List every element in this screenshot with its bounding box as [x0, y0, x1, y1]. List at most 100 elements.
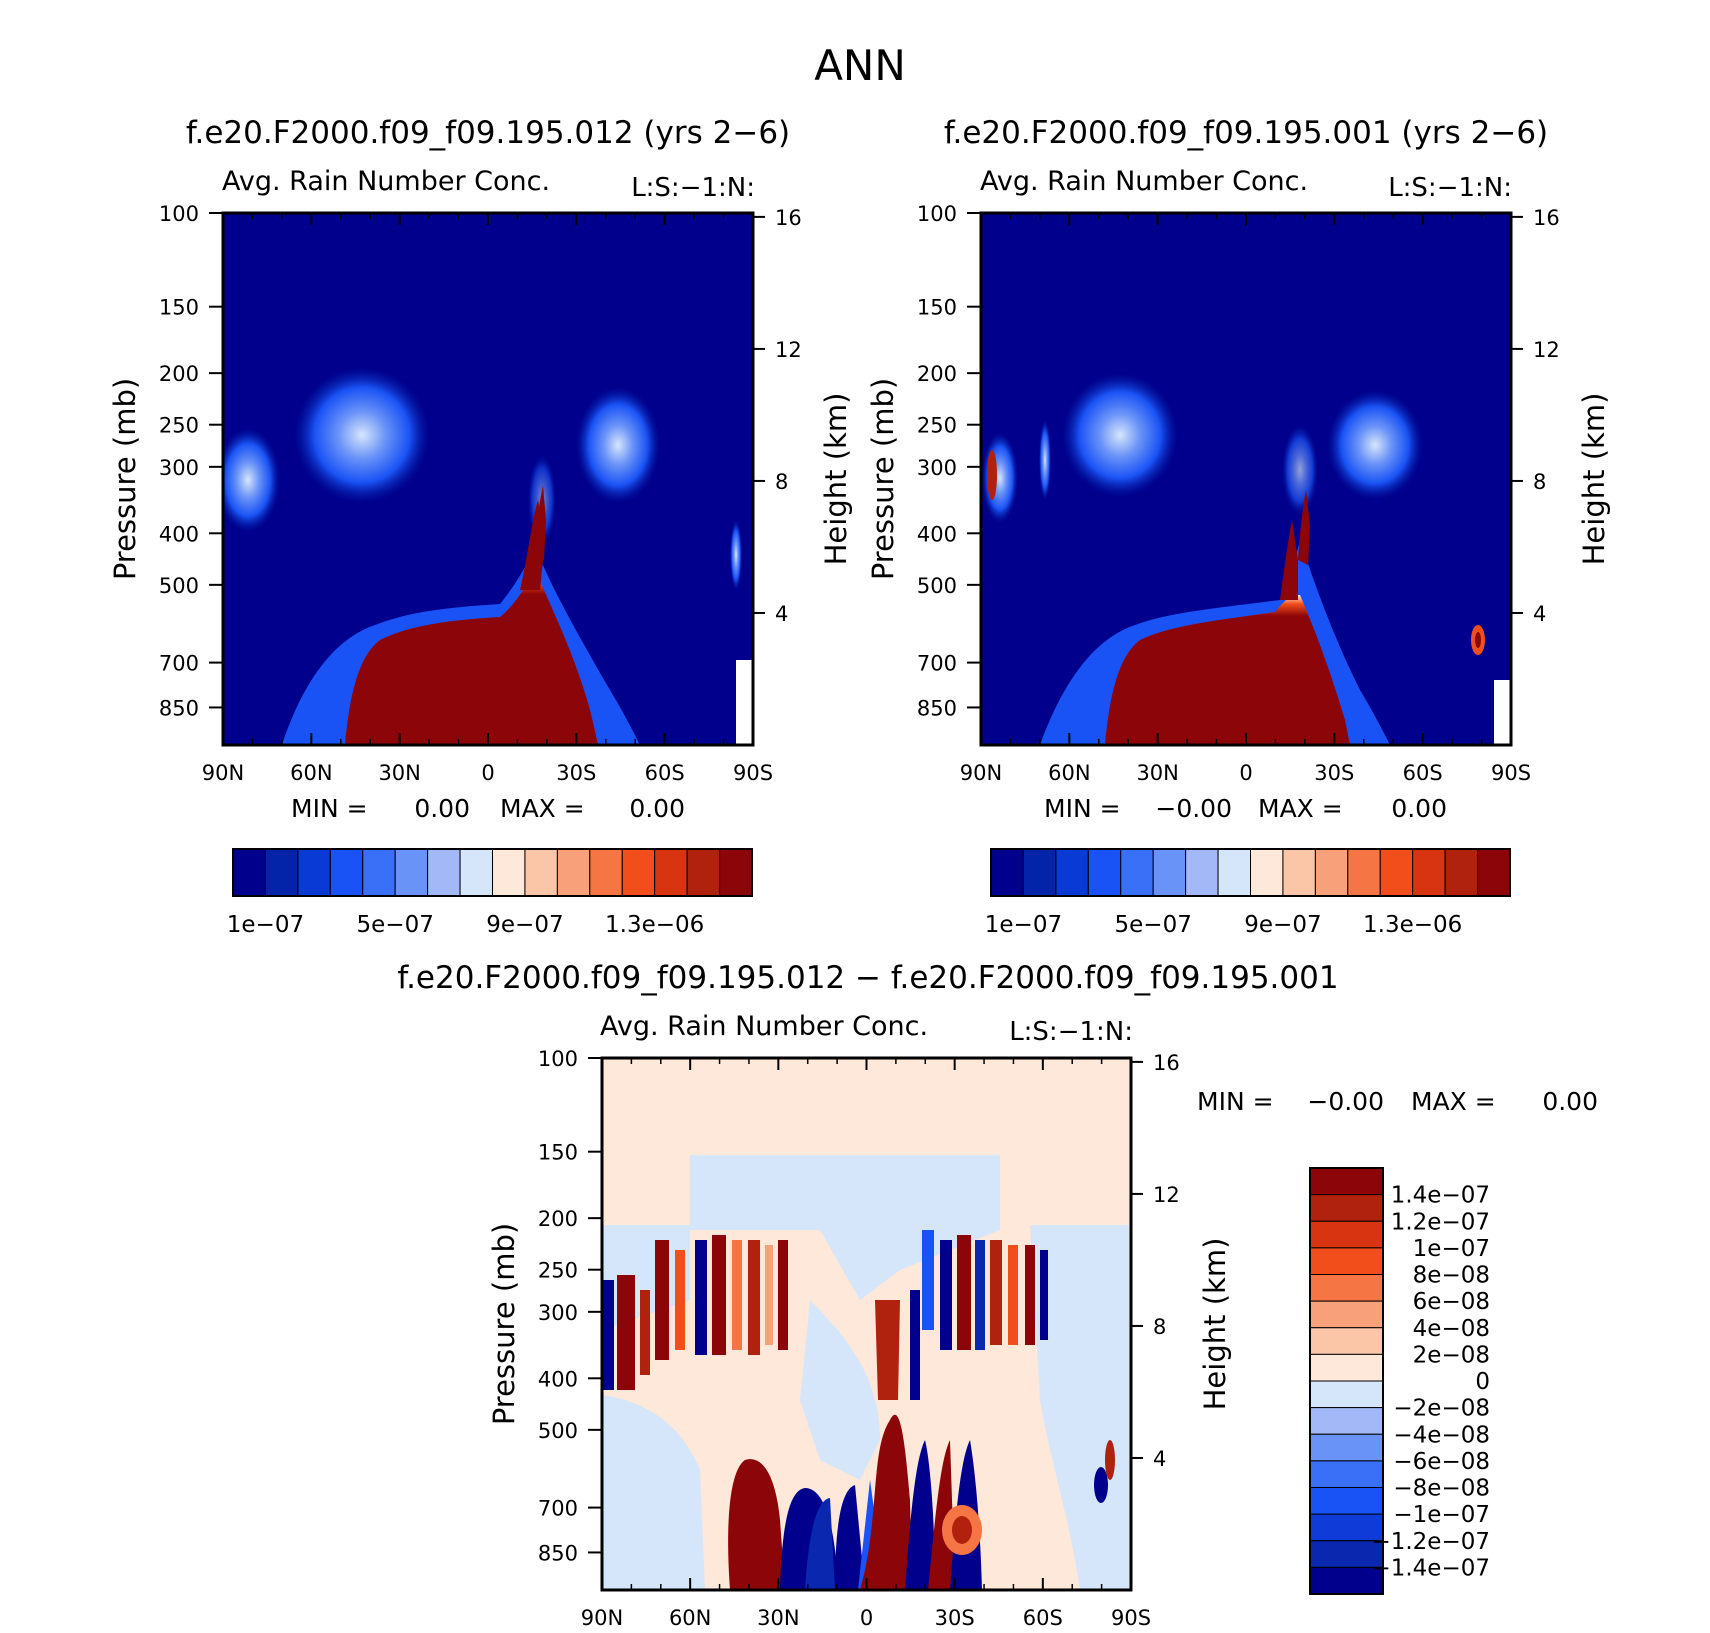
- panel-c-ytick-right-label: 16: [1153, 1051, 1180, 1075]
- panel-b-ytick-right-label: 8: [1533, 470, 1546, 494]
- panel-c-colorbar-swatch: [1309, 1167, 1384, 1196]
- panel-b-xtick-label: 60S: [1403, 761, 1443, 785]
- panel-c-colorbar-label: 4e−08: [1413, 1316, 1490, 1342]
- panel-b-colorbar: 1e−07 5e−07 9e−07 1.3e−06: [985, 848, 1511, 938]
- panel-b-ylabel-right: Height (km): [1577, 393, 1611, 566]
- panel-a-xtick-label: 60S: [645, 761, 685, 785]
- panel-a-colorbar-swatch: [492, 848, 526, 897]
- panel-a-xtick-label: 90S: [733, 761, 773, 785]
- panel-c-colorbar-label: −2e−08: [1393, 1396, 1490, 1422]
- panel-c-colorbar-label: 1e−07: [1413, 1236, 1490, 1262]
- panel-c-colorbar-label: 8e−08: [1413, 1263, 1490, 1289]
- panel-c-ylabel-right: Height (km): [1198, 1238, 1232, 1411]
- panel-c-colorbar-label: 1.4e−07: [1391, 1183, 1490, 1209]
- panel-c-colorbar-swatch: [1309, 1407, 1384, 1435]
- panel-b-ytick-right-label: 16: [1533, 206, 1560, 230]
- panel-b-corner-label: L:S:−1:N:: [1388, 173, 1512, 203]
- panel-a-colorbar-label: 1.3e−06: [605, 912, 704, 938]
- panel-b-ylabel: Pressure (mb): [866, 378, 900, 580]
- panel-b-title: f.e20.F2000.f09_f09.195.001 (yrs 2−6): [944, 115, 1548, 151]
- panel-b-colorbar-swatch: [1314, 848, 1349, 897]
- panel-a-ytick-right-label: 12: [775, 338, 802, 362]
- panel-b-xtick-label: 30N: [1136, 761, 1178, 785]
- panel-c-colorbar-label: −1.2e−07: [1371, 1529, 1490, 1555]
- panel-a-ytick-right-label: 8: [775, 470, 788, 494]
- panel-a-corner-label: L:S:−1:N:: [631, 173, 755, 203]
- panel-c-title: f.e20.F2000.f09_f09.195.012 − f.e20.F200…: [397, 960, 1338, 996]
- panel-b-colorbar-swatch: [1477, 848, 1511, 897]
- panel-c-colorbar-label: 0: [1475, 1369, 1490, 1395]
- panel-b-colorbar-swatch: [1412, 848, 1446, 897]
- panel-a-colorbar-swatch: [394, 848, 429, 897]
- panel-a-colorbar-label: 5e−07: [357, 912, 434, 938]
- panel-b-ytick-label: 500: [917, 574, 957, 598]
- panel-c-ytick-label: 300: [538, 1301, 578, 1325]
- panel-c-colorbar-swatch: [1309, 1380, 1384, 1409]
- panel-c-ytick-label: 500: [538, 1419, 578, 1443]
- panel-c-colorbar-swatch: [1309, 1433, 1384, 1462]
- panel-b-colorbar-swatch: [1120, 848, 1154, 897]
- panel-b-ytick-label: 700: [917, 652, 957, 676]
- panel-c-xtick-label: 90S: [1111, 1606, 1151, 1630]
- panel-a-max-value: 0.00: [629, 794, 685, 823]
- panel-a-colorbar-swatch: [362, 848, 396, 897]
- panel-c-colorbar-swatch: [1309, 1194, 1384, 1222]
- panel-c-colorbar-swatch: [1309, 1220, 1384, 1249]
- panel-a-colorbar-swatch: [719, 848, 753, 897]
- panel-a-ytick-right-label: 4: [775, 602, 788, 626]
- panel-c-colorbar-swatch: [1309, 1300, 1384, 1329]
- panel-b-xtick-label: 0: [1239, 761, 1252, 785]
- panel-c-colorbar-swatch: [1309, 1327, 1384, 1355]
- panel-c-xtick-label: 60S: [1023, 1606, 1063, 1630]
- panel-a-xtick-label: 90N: [202, 761, 244, 785]
- panel-a-ytick-label: 400: [159, 522, 199, 546]
- panel-c-ytick-right-label: 12: [1153, 1183, 1180, 1207]
- panel-b-xtick-label: 60N: [1048, 761, 1090, 785]
- panel-a-ytick-label: 100: [159, 202, 199, 226]
- panel-c-ylabel: Pressure (mb): [487, 1223, 521, 1425]
- panel-a-min-label: MIN =: [291, 794, 368, 823]
- panel-a-colorbar-swatch: [459, 848, 493, 897]
- panel-b-colorbar-swatch: [1347, 848, 1381, 897]
- panel-b-plot-area: [981, 213, 1511, 745]
- panel-a-colorbar-swatch: [589, 848, 623, 897]
- panel-c-ytick-label: 250: [538, 1259, 578, 1283]
- panel-c-xtick-label: 60N: [669, 1606, 711, 1630]
- panel-c-subtitle: Avg. Rain Number Conc.: [600, 1011, 928, 1042]
- panel-b-ytick-right-label: 4: [1533, 602, 1546, 626]
- panel-c-colorbar-swatch: [1309, 1247, 1384, 1275]
- panel-c-xtick-label: 30S: [935, 1606, 975, 1630]
- panel-a-ytick-label: 300: [159, 456, 199, 480]
- panel-b-colorbar-swatch: [1152, 848, 1187, 897]
- panel-b-max-label: MAX =: [1258, 794, 1343, 823]
- panel-b-colorbar-swatch: [1087, 848, 1122, 897]
- panel-a-colorbar-swatch: [556, 848, 591, 897]
- panel-c-ytick-label: 150: [538, 1141, 578, 1165]
- panel-a-colorbar-swatch: [524, 848, 558, 897]
- panel-b: f.e20.F2000.f09_f09.195.001 (yrs 2−6) Av…: [866, 115, 1611, 938]
- panel-a-ytick-label: 500: [159, 574, 199, 598]
- panel-c-colorbar-swatch: [1309, 1353, 1384, 1382]
- panel-c-max-label: MAX =: [1411, 1087, 1496, 1116]
- panel-a-ytick-label: 850: [159, 696, 199, 720]
- panel-b-colorbar-label: 9e−07: [1244, 912, 1321, 938]
- panel-a-ytick-right-label: 16: [775, 206, 802, 230]
- panel-a-ytick-label: 250: [159, 414, 199, 438]
- panel-c-colorbar-label: −1.4e−07: [1371, 1555, 1490, 1581]
- panel-b-colorbar-swatch: [1185, 848, 1219, 897]
- panel-c: f.e20.F2000.f09_f09.195.012 − f.e20.F200…: [397, 960, 1598, 1630]
- panel-a-colorbar-swatch: [297, 848, 331, 897]
- panel-c-max-value: 0.00: [1542, 1087, 1598, 1116]
- panel-c-ytick-label: 850: [538, 1541, 578, 1565]
- panel-c-colorbar-swatch: [1309, 1487, 1384, 1515]
- panel-a-title: f.e20.F2000.f09_f09.195.012 (yrs 2−6): [186, 115, 790, 151]
- panel-c-colorbar-label: 2e−08: [1413, 1342, 1490, 1368]
- panel-c-colorbar: 1.4e−071.2e−071e−078e−086e−084e−082e−080…: [1309, 1167, 1490, 1595]
- panel-c-xtick-label: 30N: [757, 1606, 799, 1630]
- panel-b-xtick-label: 30S: [1314, 761, 1354, 785]
- panel-b-min-value: −0.00: [1155, 794, 1232, 823]
- panel-b-ytick-label: 850: [917, 696, 957, 720]
- panel-a-colorbar-swatch: [621, 848, 656, 897]
- panel-c-colorbar-swatch: [1309, 1513, 1384, 1542]
- panel-b-colorbar-label: 1.3e−06: [1363, 912, 1462, 938]
